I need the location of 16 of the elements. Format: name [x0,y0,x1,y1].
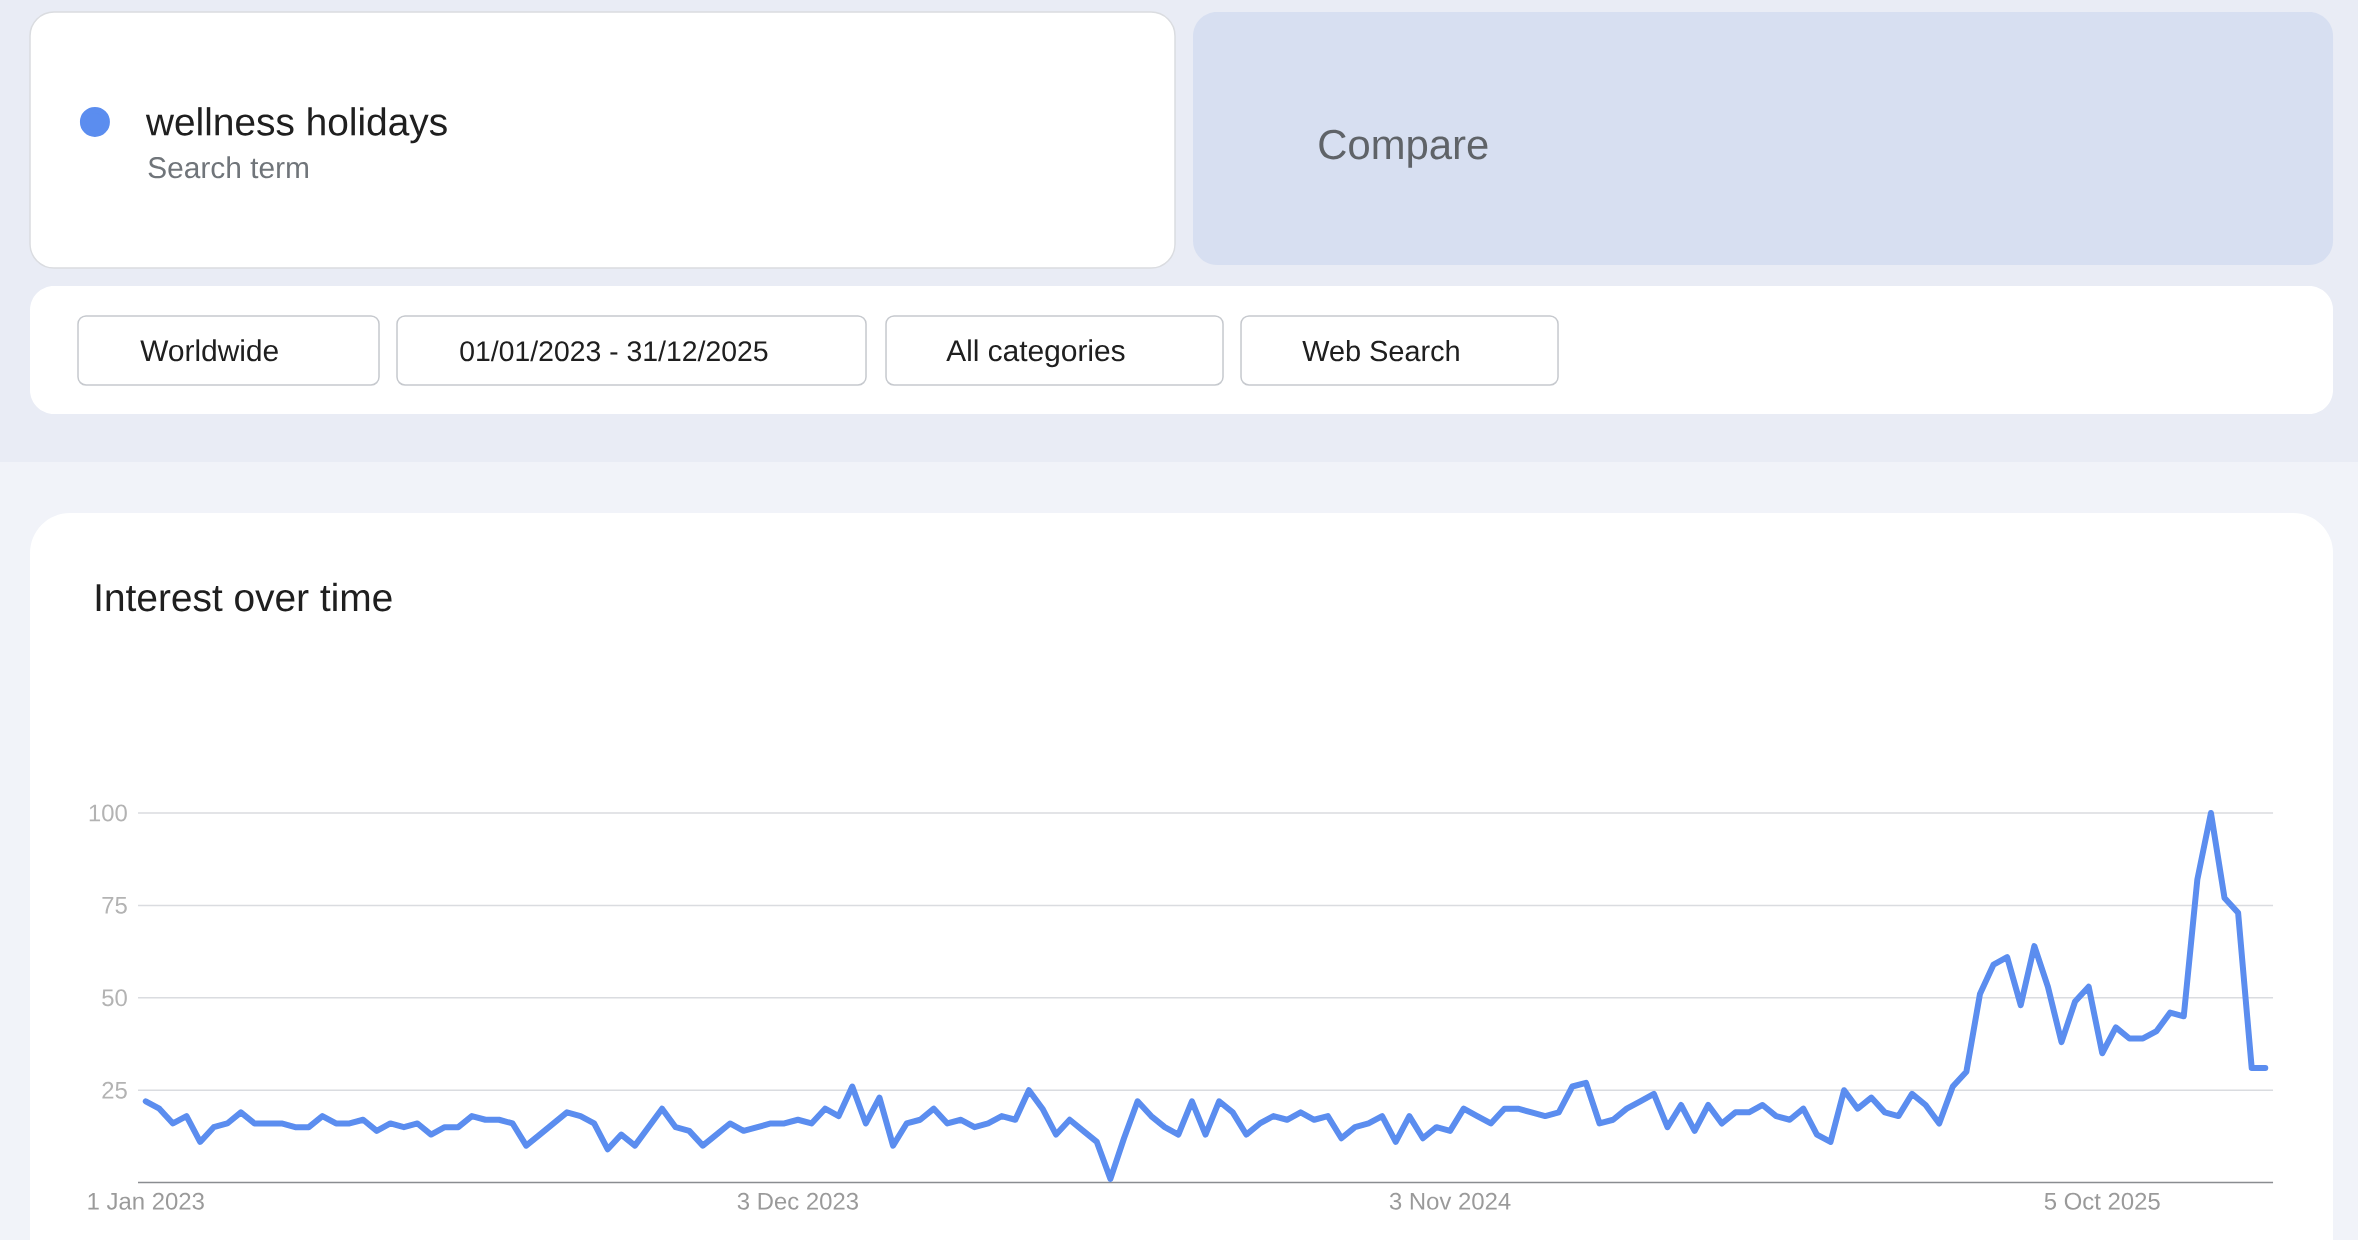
y-tick-label: 25 [102,1081,127,1099]
x-tick-label: 3 Dec 2023 [737,1192,858,1210]
text: All categories [946,339,1125,368]
text: Web Search [1302,340,1459,362]
chart-title: Interest over time [96,582,392,612]
y-tick-label: 50 [102,989,127,1007]
text: Compare [1319,129,1488,168]
x-tick-label: 5 Oct 2025 [2044,1192,2160,1210]
legend-label: wellness holidays [145,107,447,144]
text: Worldwide [140,339,278,362]
text: 01/01/2023 - 31/12/2025 [460,340,768,362]
x-tick-label: 1 Jan 2023 [88,1192,204,1210]
y-tick-label: 100 [89,804,127,822]
text: Search term [148,156,308,179]
y-tick-label: 75 [102,897,127,914]
x-tick-label: 3 Nov 2024 [1389,1192,1511,1210]
